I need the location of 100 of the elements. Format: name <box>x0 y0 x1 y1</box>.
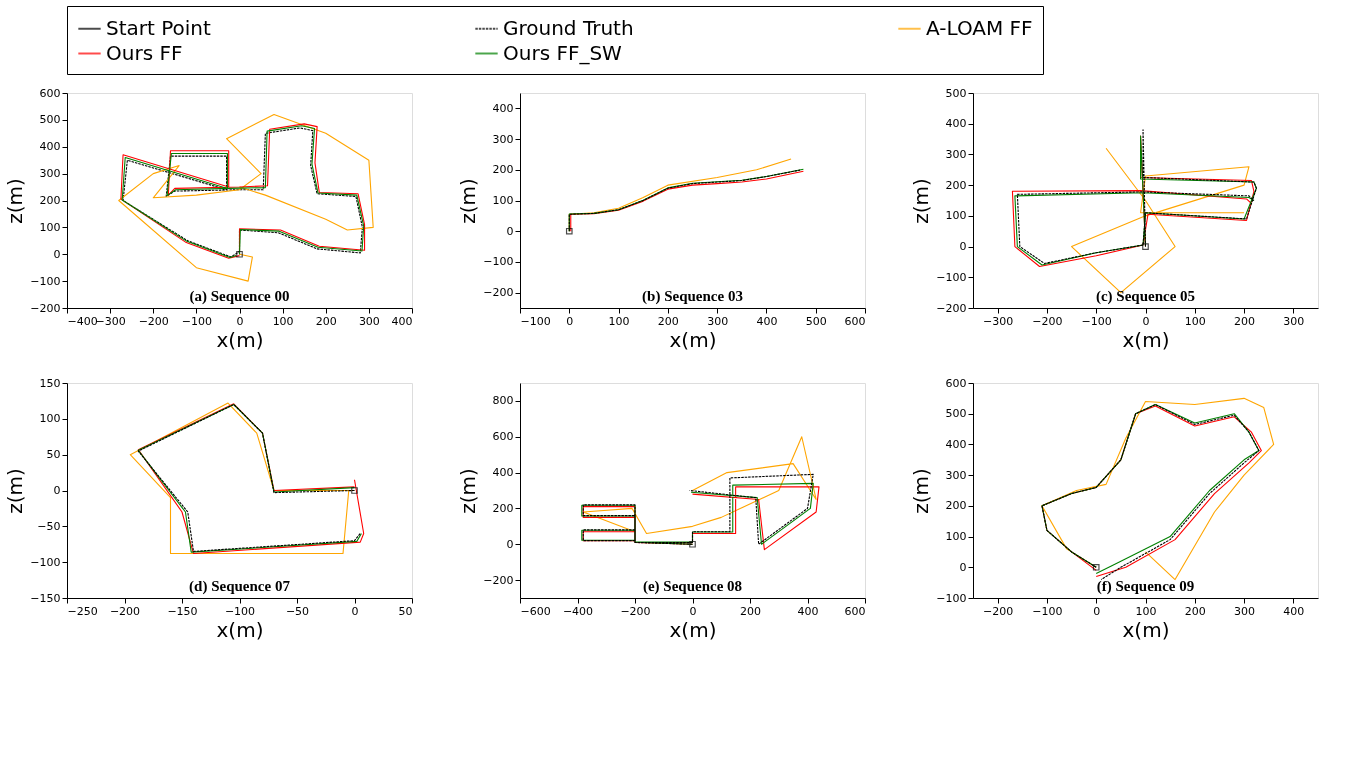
y-tick-label: 100 <box>945 209 967 223</box>
x-axis-title: x(m) <box>1122 617 1170 642</box>
y-tick-label: 150 <box>39 376 61 390</box>
y-tick-label: 300 <box>492 132 514 146</box>
x-tick-label: −200 <box>109 604 141 618</box>
x-tick-label: −400 <box>67 314 98 328</box>
y-tick-label: 300 <box>39 167 61 181</box>
y-tick-label: 600 <box>39 86 61 100</box>
x-tick-label: 600 <box>844 604 866 618</box>
y-tick-label: 100 <box>39 220 61 234</box>
annotation: (c) Sequence 05 <box>1095 288 1196 305</box>
y-axis-title: z(m) <box>3 178 28 224</box>
y-tick-label: 400 <box>945 117 967 131</box>
x-tick-label: −400 <box>562 604 594 618</box>
x-axis-title: x(m) <box>1122 327 1170 352</box>
y-tick-label: 300 <box>945 468 967 482</box>
annotation: (d) Sequence 07 <box>189 578 291 595</box>
x-tick-label: 0 <box>1093 604 1101 618</box>
y-tick-label: 500 <box>945 407 967 421</box>
y-tick-label: 0 <box>53 484 61 497</box>
x-tick-label: −600 <box>520 604 551 618</box>
y-tick-label: 200 <box>492 163 514 177</box>
annotation: (b) Sequence 03 <box>642 288 743 305</box>
y-tick-label: 500 <box>39 113 61 127</box>
y-tick-label: 400 <box>492 466 514 480</box>
y-tick-label: 600 <box>492 430 514 444</box>
x-tick-label: −200 <box>983 604 1014 618</box>
x-tick-label: 100 <box>608 314 630 328</box>
x-tick-label: 200 <box>657 314 679 328</box>
y-tick-label: 400 <box>492 101 514 115</box>
y-tick-label: −100 <box>30 555 61 569</box>
x-tick-label: 400 <box>391 314 413 328</box>
y-tick-label: 300 <box>945 147 967 161</box>
x-tick-label: 300 <box>1234 604 1256 618</box>
x-tick-label: −200 <box>138 314 169 328</box>
x-tick-label: −200 <box>1032 314 1063 328</box>
y-tick-label: −150 <box>30 591 61 605</box>
y-tick-label: 0 <box>506 537 514 551</box>
x-tick-label: 300 <box>1283 314 1305 328</box>
y-axis-title: z(m) <box>456 468 481 514</box>
x-tick-label: 400 <box>797 604 819 618</box>
x-tick-label: 0 <box>236 314 244 328</box>
y-tick-label: −100 <box>483 255 514 269</box>
x-axis-title: x(m) <box>669 617 717 642</box>
x-tick-label: 100 <box>272 314 294 328</box>
y-tick-label: 400 <box>945 437 967 451</box>
x-axis-title: x(m) <box>216 327 264 352</box>
x-tick-label: −250 <box>67 604 98 618</box>
y-tick-label: 200 <box>945 178 967 192</box>
x-tick-label: −100 <box>181 314 212 328</box>
y-tick-label: −200 <box>936 301 967 315</box>
x-tick-label: 400 <box>1283 604 1305 618</box>
x-tick-label: −100 <box>1032 604 1063 618</box>
x-tick-label: 100 <box>1135 604 1157 618</box>
y-tick-label: 0 <box>53 247 61 261</box>
legend-label: Ours FF <box>106 40 183 65</box>
line-series <box>118 113 374 282</box>
y-tick-label: 0 <box>959 560 967 574</box>
line-series <box>582 436 817 535</box>
legend-label: Start Point <box>106 15 212 40</box>
x-tick-label: 300 <box>707 314 729 328</box>
y-tick-label: 600 <box>945 376 967 390</box>
y-tick-label: −100 <box>936 270 967 284</box>
x-tick-label: 0 <box>689 604 697 618</box>
y-tick-label: −200 <box>30 301 61 315</box>
y-axis-title: z(m) <box>909 178 934 224</box>
x-tick-label: 500 <box>805 314 827 328</box>
x-tick-label: 0 <box>351 604 359 618</box>
x-tick-label: 0 <box>566 314 574 328</box>
y-axis-title: z(m) <box>909 468 934 514</box>
y-tick-label: 100 <box>39 412 61 426</box>
y-axis-title: z(m) <box>456 178 481 224</box>
y-tick-label: −50 <box>37 519 61 533</box>
x-tick-label: 200 <box>1234 314 1256 328</box>
y-tick-label: 200 <box>945 499 967 513</box>
x-tick-label: −100 <box>520 314 551 328</box>
x-tick-label: 200 <box>740 604 761 618</box>
x-tick-label: −100 <box>224 604 256 618</box>
y-tick-label: 0 <box>506 224 514 238</box>
y-tick-label: −100 <box>936 591 967 605</box>
x-tick-label: 400 <box>756 314 778 328</box>
x-tick-label: −100 <box>1081 314 1112 328</box>
y-tick-label: 100 <box>492 194 514 207</box>
y-tick-label: 400 <box>39 140 61 154</box>
y-tick-label: 0 <box>959 240 967 254</box>
x-tick-label: 50 <box>398 604 413 618</box>
legend-label: A-LOAM FF <box>926 15 1033 40</box>
x-tick-label: 200 <box>315 314 337 328</box>
x-tick-label: 0 <box>1142 314 1150 328</box>
legend-label: Ours FF_SW <box>503 40 623 65</box>
x-tick-label: 300 <box>358 314 380 328</box>
x-tick-label: −200 <box>620 604 651 618</box>
x-tick-label: −150 <box>167 604 198 618</box>
x-tick-label: −300 <box>983 314 1014 328</box>
annotation: (e) Sequence 08 <box>642 578 743 595</box>
y-tick-label: 100 <box>945 530 967 544</box>
x-tick-label: −50 <box>285 604 310 618</box>
y-tick-label: 50 <box>46 448 61 462</box>
y-tick-label: 200 <box>492 501 514 515</box>
y-tick-label: 200 <box>39 194 61 207</box>
